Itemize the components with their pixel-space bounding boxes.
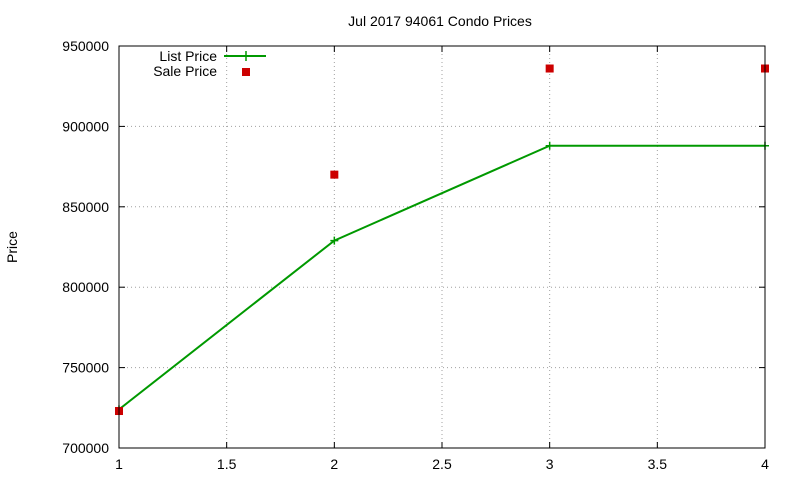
legend-label-sale-price: Sale Price	[153, 63, 217, 79]
legend-marker-sale-price	[242, 68, 250, 76]
legend-marker-list-price	[241, 51, 251, 61]
x-tick-label: 2.5	[432, 456, 452, 472]
legend: List Price Sale Price	[153, 48, 266, 79]
y-tick-label: 800000	[62, 279, 109, 295]
list-price-point	[545, 141, 554, 150]
list-price-line	[118, 144, 765, 411]
plot-frame	[118, 45, 766, 449]
y-axis-label: Price	[4, 231, 20, 263]
x-tick-label: 3.5	[648, 456, 668, 472]
x-tick-label: 4	[761, 456, 769, 472]
x-tick-labels: 1 1.5 2 2.5 3 3.5 4	[115, 456, 769, 472]
y-tick-labels: 700000 750000 800000 850000 900000 950000	[62, 38, 109, 456]
y-tick-label: 950000	[62, 38, 109, 54]
chart-title: Jul 2017 94061 Condo Prices	[348, 13, 532, 29]
x-tick-label: 3	[546, 456, 554, 472]
y-tick-label: 900000	[62, 118, 109, 134]
grid	[119, 46, 765, 448]
list-price-point	[330, 236, 339, 245]
y-tick-label: 850000	[62, 199, 109, 215]
y-tick-label: 750000	[62, 360, 109, 376]
sale-price-point	[545, 64, 554, 73]
x-tick-label: 1.5	[217, 456, 237, 472]
x-tick-label: 1	[115, 456, 123, 472]
x-tick-label: 2	[330, 456, 338, 472]
y-tick-label: 700000	[62, 440, 109, 456]
sale-price-point	[330, 170, 339, 179]
legend-label-list-price: List Price	[159, 48, 217, 64]
